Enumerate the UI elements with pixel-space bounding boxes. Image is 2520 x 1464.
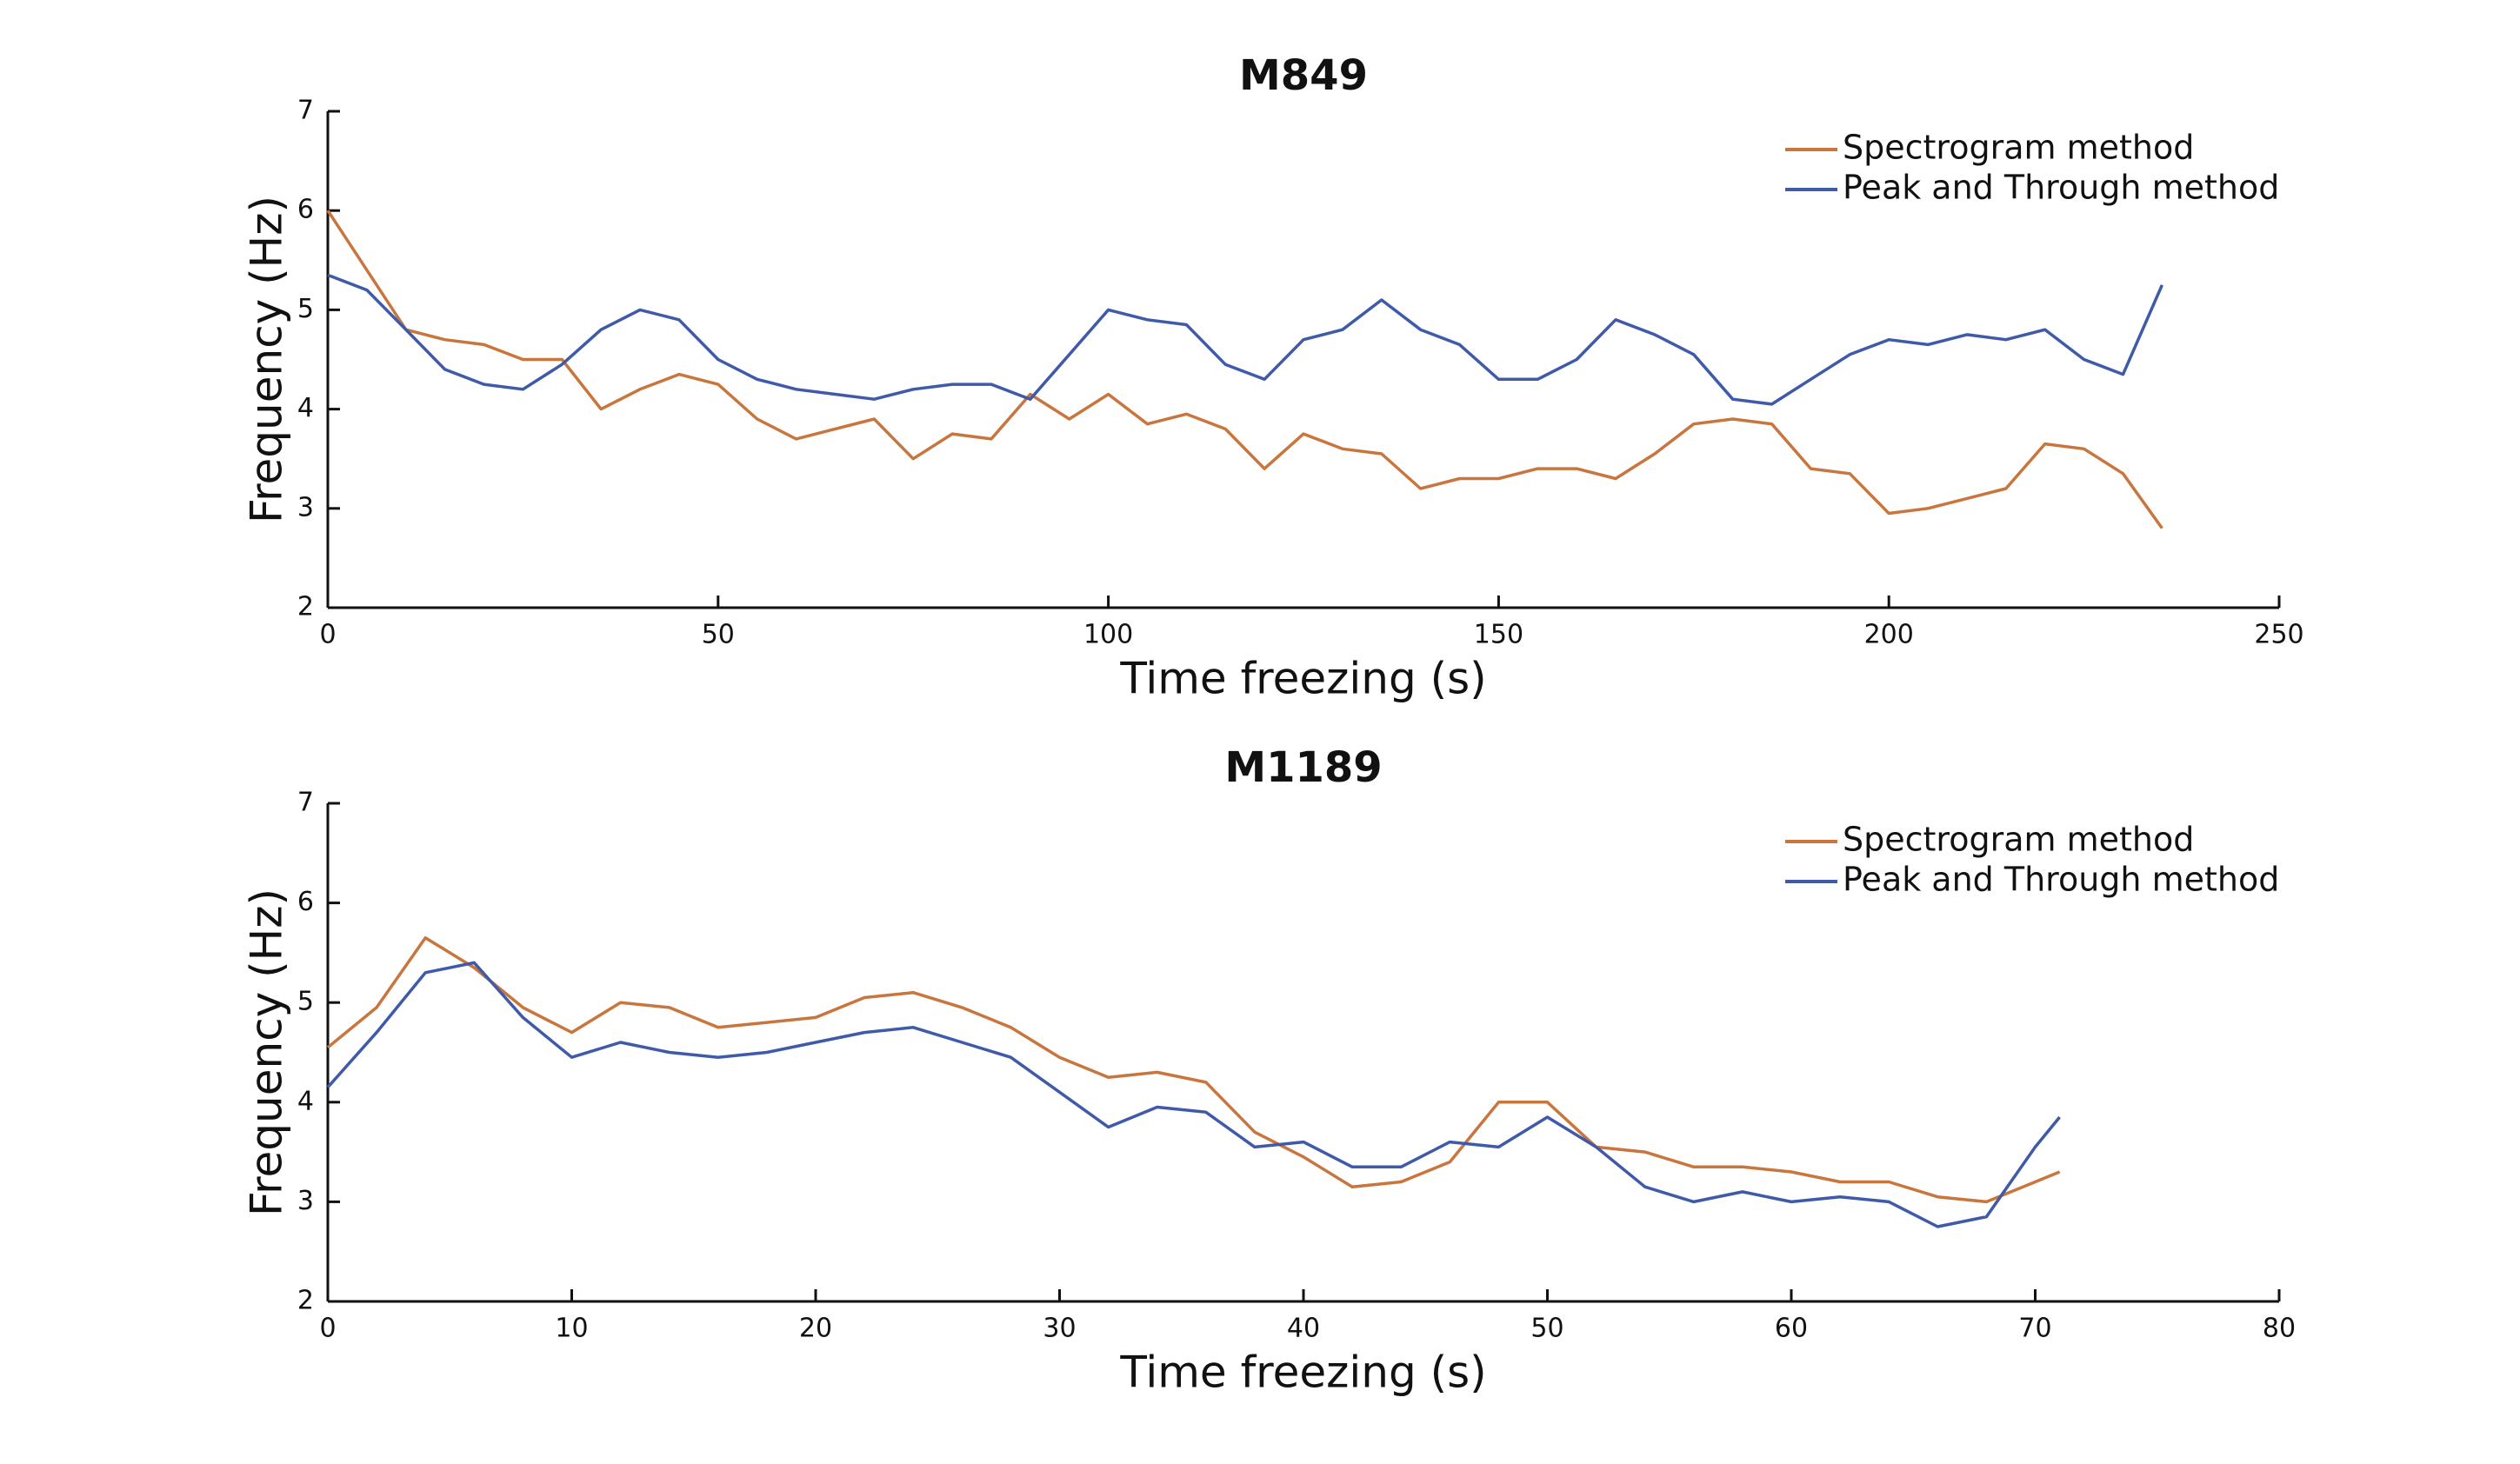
y-axis-label: Frequency (Hz) <box>242 888 292 1216</box>
x-tick-label: 0 <box>319 620 336 650</box>
y-tick-label: 5 <box>297 987 314 1017</box>
x-tick-label: 20 <box>799 1314 832 1344</box>
x-tick-label: 200 <box>1864 620 1914 650</box>
legend-label: Peak and Through method <box>1843 861 2279 899</box>
x-tick-label: 150 <box>1474 620 1523 650</box>
legend-label: Spectrogram method <box>1843 821 2194 859</box>
y-tick-label: 2 <box>297 1286 314 1316</box>
legend-label: Spectrogram method <box>1843 129 2194 167</box>
y-tick-label: 2 <box>297 592 314 622</box>
data-line <box>326 961 2061 1228</box>
legend-label: Peak and Through method <box>1843 169 2279 207</box>
x-tick-label: 40 <box>1287 1314 1320 1344</box>
x-tick-label: 50 <box>1530 1314 1563 1344</box>
y-tick-label: 5 <box>297 294 314 324</box>
x-tick-label: 70 <box>2018 1314 2051 1344</box>
x-tick-label: 80 <box>2263 1314 2296 1344</box>
x-tick-label: 0 <box>319 1314 336 1344</box>
x-tick-label: 30 <box>1043 1314 1076 1344</box>
x-tick-label: 250 <box>2254 620 2303 650</box>
y-axis-label: Frequency (Hz) <box>242 196 292 523</box>
data-line <box>326 935 2061 1204</box>
y-tick-label: 4 <box>297 1086 314 1116</box>
x-axis-label: Time freezing (s) <box>1119 1348 1486 1398</box>
y-tick-label: 4 <box>297 393 314 423</box>
chart-title: M849 <box>1239 51 1368 100</box>
x-tick-label: 60 <box>1775 1314 1808 1344</box>
y-tick-label: 6 <box>297 195 314 225</box>
chart-title: M1189 <box>1224 743 1382 792</box>
x-tick-label: 100 <box>1083 620 1133 650</box>
x-tick-label: 10 <box>555 1314 588 1344</box>
y-tick-label: 6 <box>297 887 314 917</box>
y-tick-label: 3 <box>297 1186 314 1216</box>
y-tick-label: 7 <box>297 96 314 126</box>
x-axis-label: Time freezing (s) <box>1119 654 1486 704</box>
x-tick-label: 50 <box>702 620 735 650</box>
y-tick-label: 3 <box>297 492 314 522</box>
data-line <box>326 210 2163 529</box>
data-line <box>327 273 2164 406</box>
y-tick-label: 7 <box>297 788 314 818</box>
